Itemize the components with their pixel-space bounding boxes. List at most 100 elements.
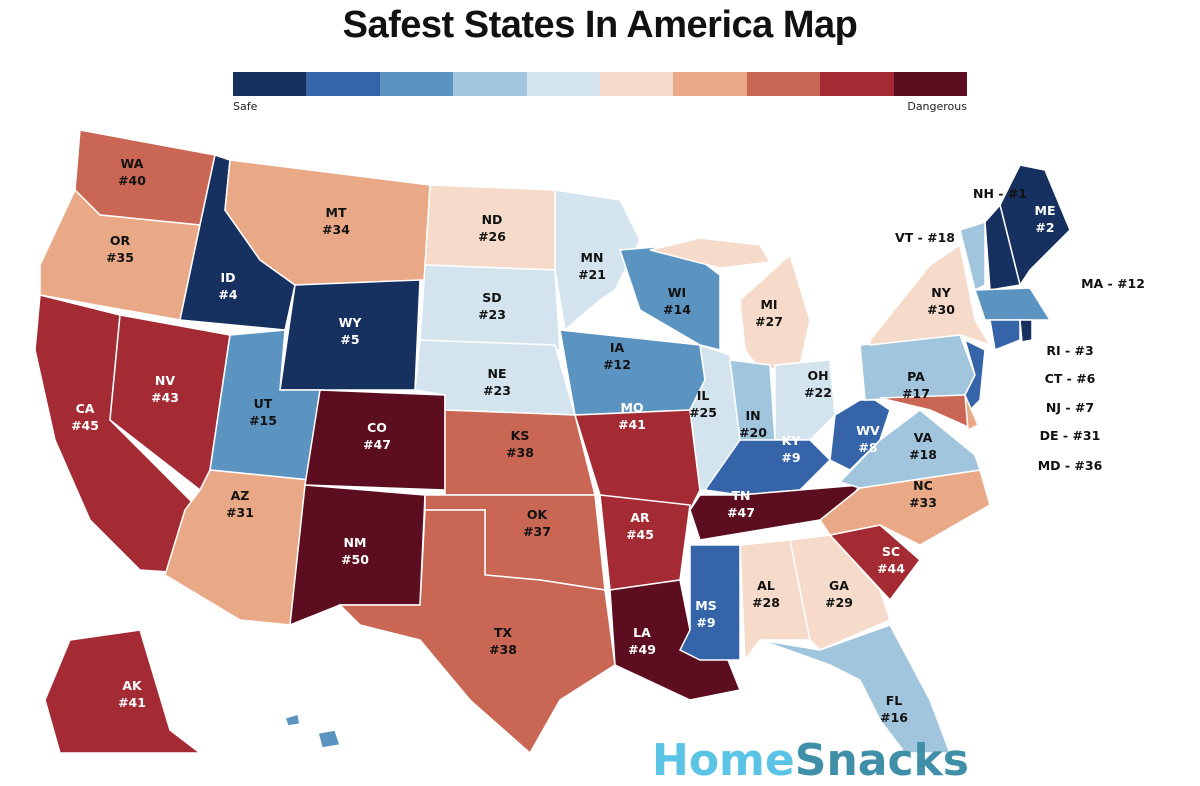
state-fl[interactable]	[759, 624, 951, 753]
state-vt[interactable]	[959, 220, 986, 292]
callout-label: VT - #18	[895, 230, 955, 245]
state-mi[interactable]	[739, 253, 811, 371]
state-label-rank-wy: #5	[340, 332, 359, 347]
state-md[interactable]	[879, 394, 977, 432]
state-wv[interactable]	[829, 399, 891, 471]
callout-label: MD - #36	[1038, 458, 1103, 473]
state-nd[interactable]	[424, 184, 556, 271]
state-mn[interactable]	[554, 189, 641, 332]
state-label-rank-co: #47	[363, 437, 391, 452]
state-ak[interactable]	[44, 629, 202, 753]
state-label-rank-tn: #47	[727, 505, 755, 520]
legend-swatch-10	[893, 72, 968, 96]
state-label-abbr-pa: PA	[907, 369, 925, 384]
state-mo[interactable]	[573, 409, 701, 511]
state-label-abbr-al: AL	[757, 578, 775, 593]
callout-label: RI - #3	[1046, 343, 1093, 358]
state-label-rank-pa: #17	[902, 386, 930, 401]
page-title: Safest States In America Map	[342, 4, 858, 46]
state-label-abbr-ks: KS	[511, 428, 530, 443]
state-la[interactable]	[609, 579, 742, 701]
state-label-abbr-nc: NC	[913, 478, 933, 493]
state-label-rank-nv: #43	[151, 390, 179, 405]
legend-bar	[233, 72, 968, 96]
state-label-rank-mt: #34	[322, 222, 350, 237]
state-label-rank-ia: #12	[603, 357, 631, 372]
state-ma[interactable]	[973, 287, 1052, 321]
legend-swatch-4	[453, 72, 527, 96]
state-label-rank-ny: #30	[927, 302, 955, 317]
state-label-rank-il: #25	[689, 405, 717, 420]
state-label-rank-mi: #27	[755, 314, 783, 329]
state-label-abbr-mt: MT	[326, 205, 347, 220]
callout-label: NH - #1	[973, 186, 1027, 201]
state-label-abbr-wv: WV	[856, 423, 880, 438]
state-sd[interactable]	[419, 264, 561, 351]
state-label-abbr-ky: KY	[782, 433, 802, 448]
state-label-rank-la: #49	[628, 642, 656, 657]
legend-swatch-2	[306, 72, 380, 96]
state-hi[interactable]	[284, 713, 301, 727]
state-label-abbr-oh: OH	[807, 368, 828, 383]
legend-swatch-6	[600, 72, 674, 96]
state-label-rank-ut: #15	[249, 413, 277, 428]
state-label-rank-nd: #26	[478, 229, 506, 244]
state-label-abbr-az: AZ	[231, 488, 250, 503]
state-label-abbr-ak: AK	[122, 678, 143, 693]
state-label-rank-ks: #38	[506, 445, 534, 460]
state-label-abbr-mi: MI	[760, 297, 777, 312]
state-ct[interactable]	[989, 319, 1021, 352]
state-label-abbr-nv: NV	[155, 373, 175, 388]
state-ri[interactable]	[1019, 319, 1033, 343]
state-ny[interactable]	[869, 243, 992, 347]
legend-swatch-1	[233, 72, 307, 96]
callout-label: MA - #12	[1081, 276, 1145, 291]
legend-swatch-8	[746, 72, 821, 96]
state-label-abbr-wi: WI	[668, 285, 686, 300]
state-label-abbr-ny: NY	[931, 285, 951, 300]
state-label-abbr-sd: SD	[482, 290, 501, 305]
state-label-abbr-ga: GA	[829, 578, 849, 593]
state-label-abbr-wa: WA	[121, 156, 144, 171]
state-label-rank-ca: #45	[71, 418, 99, 433]
logo-part1: Home	[652, 735, 795, 786]
state-label-abbr-ar: AR	[630, 510, 650, 525]
state-label-rank-me: #2	[1035, 220, 1054, 235]
legend-swatch-5	[526, 72, 601, 96]
state-label-rank-ga: #29	[825, 595, 853, 610]
state-label-rank-ar: #45	[626, 527, 654, 542]
state-label-rank-sd: #23	[478, 307, 506, 322]
state-hi[interactable]	[317, 729, 341, 749]
state-nh[interactable]	[984, 203, 1021, 291]
state-label-abbr-nd: ND	[482, 212, 503, 227]
state-label-abbr-ne: NE	[487, 366, 506, 381]
state-label-abbr-il: IL	[697, 388, 710, 403]
state-tx[interactable]	[338, 509, 616, 753]
state-label-abbr-ut: UT	[254, 396, 273, 411]
state-mi[interactable]	[649, 237, 772, 269]
state-label-rank-tx: #38	[489, 642, 517, 657]
state-al[interactable]	[739, 539, 811, 663]
callout-label: DE - #31	[1040, 428, 1101, 443]
state-oh[interactable]	[774, 359, 836, 441]
state-de[interactable]	[964, 394, 979, 432]
state-label-rank-az: #31	[226, 505, 254, 520]
state-label-rank-sc: #44	[877, 561, 905, 576]
state-label-abbr-mn: MN	[581, 250, 604, 265]
state-label-abbr-fl: FL	[886, 693, 903, 708]
state-label-abbr-id: ID	[220, 270, 235, 285]
state-label-abbr-ia: IA	[610, 340, 625, 355]
state-label-rank-wa: #40	[118, 173, 146, 188]
homesnacks-logo: HomeSnacks	[652, 735, 969, 786]
color-legend: Safe Dangerous	[233, 72, 968, 113]
logo-part2: Snacks	[794, 735, 969, 786]
state-label-rank-mn: #21	[578, 267, 606, 282]
state-label-rank-va: #18	[909, 447, 937, 462]
state-label-abbr-tn: TN	[732, 488, 751, 503]
state-label-rank-oh: #22	[804, 385, 832, 400]
state-label-abbr-ms: MS	[695, 598, 716, 613]
state-label-abbr-me: ME	[1035, 203, 1056, 218]
state-label-rank-ak: #41	[118, 695, 146, 710]
state-label-rank-ky: #9	[781, 450, 800, 465]
state-label-abbr-nm: NM	[344, 535, 367, 550]
